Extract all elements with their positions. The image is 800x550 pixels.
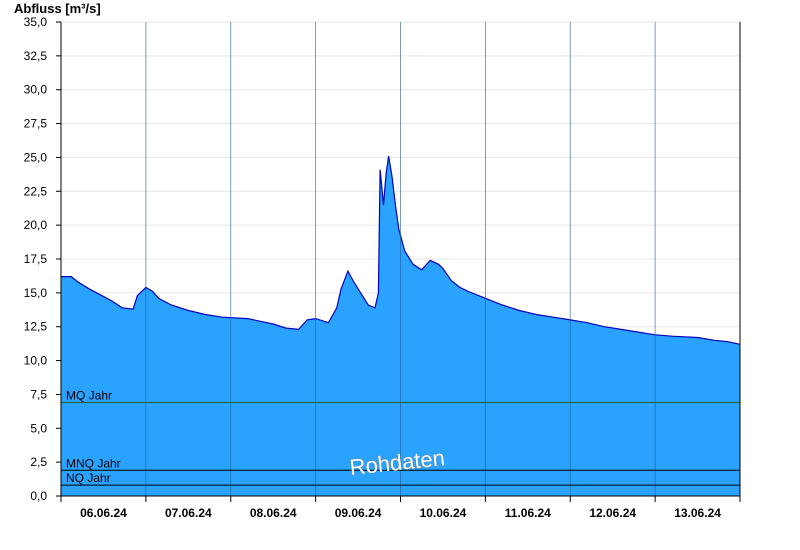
y-tick-label: 35,0 — [24, 15, 48, 29]
y-axis-label: Abfluss [m³/s] — [14, 1, 101, 16]
x-tick-label: 06.06.24 — [80, 506, 127, 520]
x-tick-labels: 06.06.24 07.06.24 08.06.24 09.06.24 10.06.24… — [80, 506, 721, 520]
reference-line-label: NQ Jahr — [66, 471, 111, 485]
x-tick-label: 10.06.24 — [420, 506, 467, 520]
y-tick-label: 30,0 — [24, 83, 48, 97]
y-tick-label: 2,5 — [30, 455, 47, 469]
y-tick-labels: 0,0 2,5 5,0 7,5 10,0 12,5 15,0 17,5 20,0 22,5 25,0… — [24, 15, 48, 503]
reference-line-label: MNQ Jahr — [66, 456, 121, 470]
x-tick-label: 13.06.24 — [674, 506, 721, 520]
y-tick-label: 27,5 — [24, 117, 48, 131]
y-tick-label: 15,0 — [24, 286, 48, 300]
reference-line-label: MQ Jahr — [66, 389, 112, 403]
x-tick-label: 09.06.24 — [335, 506, 382, 520]
y-tick-label: 12,5 — [24, 320, 48, 334]
y-tick-label: 5,0 — [30, 421, 47, 435]
day-separator-lines — [145, 22, 656, 496]
x-tick-label: 07.06.24 — [165, 506, 212, 520]
y-tick-label: 20,0 — [24, 218, 48, 232]
y-tick-label: 22,5 — [24, 184, 48, 198]
y-tick-label: 7,5 — [30, 387, 47, 401]
x-tick-label: 12.06.24 — [589, 506, 636, 520]
y-tick-label: 0,0 — [30, 489, 47, 503]
y-tick-label: 10,0 — [24, 354, 48, 368]
y-tick-label: 25,0 — [24, 150, 48, 164]
y-tick-label: 17,5 — [24, 252, 48, 266]
x-tick-label: 08.06.24 — [250, 506, 297, 520]
x-tick-label: 11.06.24 — [505, 506, 551, 520]
axes — [56, 21, 741, 502]
y-tick-label: 32,5 — [24, 49, 48, 63]
discharge-line — [61, 156, 741, 345]
